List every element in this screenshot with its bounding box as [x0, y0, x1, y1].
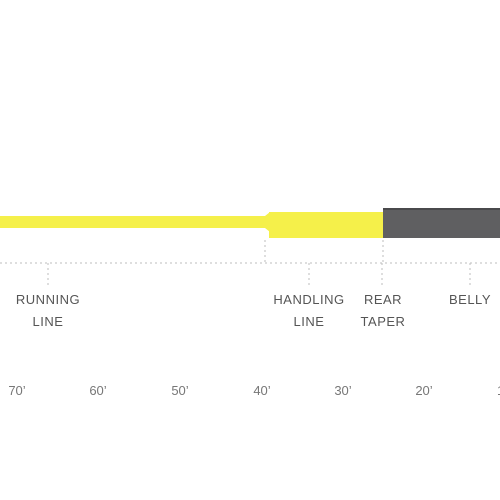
scale-label-30: 30’: [334, 383, 351, 398]
belly-top-edge: [383, 208, 500, 210]
scale-label-40: 40’: [253, 383, 270, 398]
handling-line-segment: [269, 212, 385, 238]
scale-label-60: 60’: [89, 383, 106, 398]
running-line-segment: [0, 216, 270, 228]
rear-taper-label-1: REAR: [364, 292, 402, 307]
scale-label-20: 20’: [415, 383, 432, 398]
running-line-label-2: LINE: [33, 314, 64, 329]
handling-line-label-1: HANDLING: [273, 292, 344, 307]
handling-line-label-2: LINE: [294, 314, 325, 329]
running-line-label-1: RUNNING: [16, 292, 80, 307]
handling-line-taper-step: [265, 212, 270, 232]
scale-label-50: 50’: [171, 383, 188, 398]
scale-label-partial: 1: [497, 383, 500, 398]
scale-label-70: 70’: [8, 383, 25, 398]
belly-segment: [383, 208, 500, 238]
rear-taper-label-2: TAPER: [361, 314, 406, 329]
belly-label: BELLY: [449, 292, 491, 307]
